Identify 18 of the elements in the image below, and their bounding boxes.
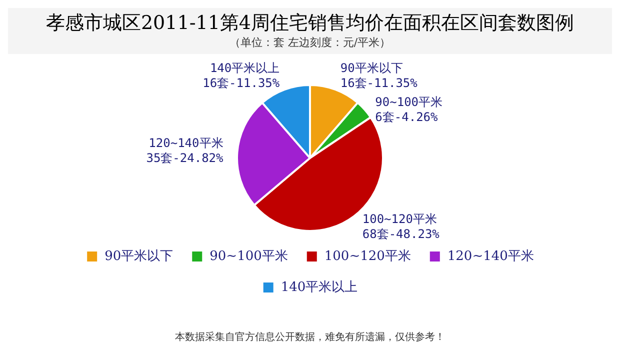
legend-label: 100~120平米 xyxy=(324,248,411,264)
slice-label: 120~140平米 xyxy=(148,136,224,150)
slice-label: 90~100平米 xyxy=(375,95,443,110)
legend-label: 90平米以下 xyxy=(104,248,174,264)
legend-label: 90~100平米 xyxy=(210,248,288,264)
legend-label: 120~140平米 xyxy=(447,248,534,264)
data-label: 68套-48.23% xyxy=(362,227,440,242)
legend-label: 140平米以上 xyxy=(280,280,358,295)
text: 本数据采集自官方信息公开数据，难免有所遗漏，仅供参考！ xyxy=(174,330,446,344)
slice-label: 100~120平米 xyxy=(362,212,437,226)
data-label: 6套-4.26% xyxy=(375,110,439,124)
slice-label: 90平米以下 xyxy=(340,61,403,76)
data-label: 35套-24.82% xyxy=(146,150,224,165)
data-label: 16套-11.35% xyxy=(202,76,280,90)
data-label: 16套-11.35% xyxy=(340,76,418,90)
chart-title: 孝感市城区2011-11第4周住宅销售均价在面积在区间套数图例 xyxy=(44,11,576,36)
chart-subtitle: （单位：套 左边刻度：元/平米） xyxy=(228,36,392,51)
slice-label: 140平米以上 xyxy=(210,61,280,76)
